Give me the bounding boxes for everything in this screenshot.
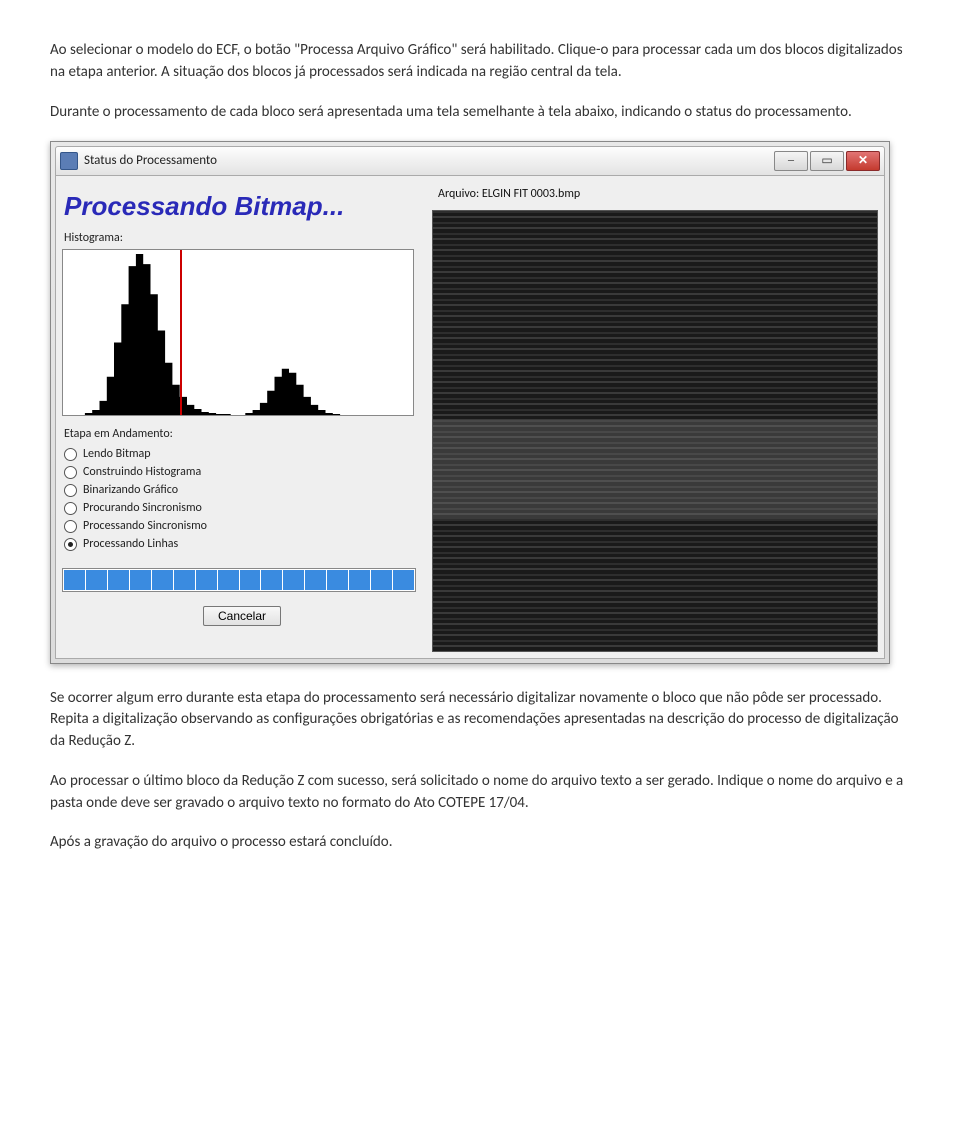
left-panel: Processando Bitmap... Histograma: Etapa … (62, 182, 422, 651)
histogram-chart (62, 249, 414, 416)
window-title: Status do Processamento (84, 152, 217, 171)
progress-cell (196, 570, 217, 590)
progress-cell (130, 570, 151, 590)
stage-text: Processando Sincronismo (83, 518, 207, 535)
stage-radio (64, 448, 77, 461)
stage-row: Construindo Histograma (64, 464, 422, 482)
status-window: Status do Processamento ─ ▭ ✕ Processand… (50, 141, 890, 663)
paragraph-3: Se ocorrer algum erro durante esta etapa… (50, 688, 910, 753)
right-panel: Arquivo: ELGIN FIT 0003.bmp (432, 182, 878, 651)
stage-label: Etapa em Andamento: (64, 426, 422, 443)
file-prefix: Arquivo: (438, 187, 482, 201)
progress-cell (86, 570, 107, 590)
stage-row: Processando Sincronismo (64, 518, 422, 536)
progress-cell (349, 570, 370, 590)
histogram-svg (63, 250, 413, 415)
paragraph-4: Ao processar o último bloco da Redução Z… (50, 771, 910, 815)
bitmap-preview (432, 210, 878, 652)
stage-radio (64, 538, 77, 551)
paragraph-5: Após a gravação do arquivo o processo es… (50, 832, 910, 854)
minimize-button[interactable]: ─ (774, 151, 808, 171)
stage-radio (64, 502, 77, 515)
stage-row: Processando Linhas (64, 536, 422, 554)
progress-cell (64, 570, 85, 590)
file-name: ELGIN FIT 0003.bmp (482, 187, 580, 201)
progress-cell (174, 570, 195, 590)
file-line: Arquivo: ELGIN FIT 0003.bmp (438, 186, 878, 203)
window-titlebar: Status do Processamento ─ ▭ ✕ (55, 146, 885, 176)
progress-cell (152, 570, 173, 590)
progress-cell (305, 570, 326, 590)
progress-cell (371, 570, 392, 590)
paragraph-1: Ao selecionar o modelo do ECF, o botão "… (50, 40, 910, 84)
progress-cell (393, 570, 414, 590)
window-client: Processando Bitmap... Histograma: Etapa … (55, 176, 885, 658)
processing-heading: Processando Bitmap... (64, 188, 422, 226)
close-button[interactable]: ✕ (846, 151, 880, 171)
stage-row: Procurando Sincronismo (64, 500, 422, 518)
stage-radio (64, 484, 77, 497)
progress-cell (327, 570, 348, 590)
histogram-label: Histograma: (64, 230, 422, 247)
stage-text: Construindo Histograma (83, 464, 201, 481)
maximize-button[interactable]: ▭ (810, 151, 844, 171)
progress-cell (108, 570, 129, 590)
stage-text: Lendo Bitmap (83, 446, 151, 463)
stage-row: Binarizando Gráfico (64, 482, 422, 500)
stage-text: Binarizando Gráfico (83, 482, 178, 499)
progress-cell (218, 570, 239, 590)
stage-radio (64, 520, 77, 533)
progress-cell (240, 570, 261, 590)
stage-text: Procurando Sincronismo (83, 500, 202, 517)
histogram-threshold-line (180, 250, 182, 415)
paragraph-2: Durante o processamento de cada bloco se… (50, 102, 910, 124)
stage-row: Lendo Bitmap (64, 446, 422, 464)
stage-radio (64, 466, 77, 479)
progress-bar (62, 568, 416, 592)
progress-cell (283, 570, 304, 590)
stage-text: Processando Linhas (83, 536, 178, 553)
app-icon (60, 152, 78, 170)
cancel-button[interactable]: Cancelar (203, 606, 281, 626)
stage-list: Lendo BitmapConstruindo HistogramaBinari… (64, 446, 422, 554)
progress-cell (261, 570, 282, 590)
